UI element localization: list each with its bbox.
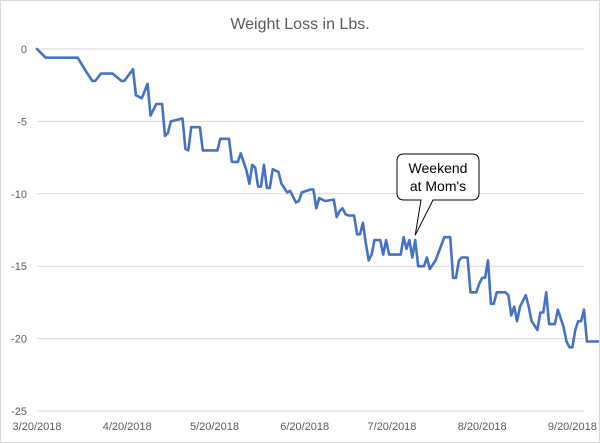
callout-text-line-2: at Mom's	[410, 178, 466, 194]
y-tick-label: -20	[11, 334, 27, 346]
series-line	[35, 47, 599, 349]
y-tick-label: -10	[11, 189, 27, 201]
annotation-callout: Weekend at Mom's	[396, 153, 480, 236]
x-axis-tick-labels: 3/20/2018 4/20/2018 5/20/2018 6/20/2018 7/20…	[13, 421, 597, 433]
callout-bubble	[396, 153, 480, 236]
gridlines	[37, 48, 584, 412]
x-tick-label: 3/20/2018	[13, 421, 62, 433]
callout-text-line-1: Weekend	[409, 160, 468, 176]
y-axis-tick-labels: 0 -5 -10 -15 -20 -25	[11, 44, 27, 418]
y-tick-label: -5	[17, 116, 27, 128]
x-tick-label: 8/20/2018	[458, 421, 507, 433]
x-tick-label: 4/20/2018	[103, 421, 152, 433]
y-tick-label: -25	[11, 406, 27, 418]
y-tick-label: 0	[21, 44, 27, 56]
y-tick-label: -15	[11, 261, 27, 273]
chart-title: Weight Loss in Lbs.	[230, 16, 369, 33]
x-tick-label: 9/20/2018	[548, 421, 597, 433]
x-tick-label: 5/20/2018	[190, 421, 239, 433]
x-tick-label: 6/20/2018	[280, 421, 329, 433]
x-tick-label: 7/20/2018	[367, 421, 416, 433]
